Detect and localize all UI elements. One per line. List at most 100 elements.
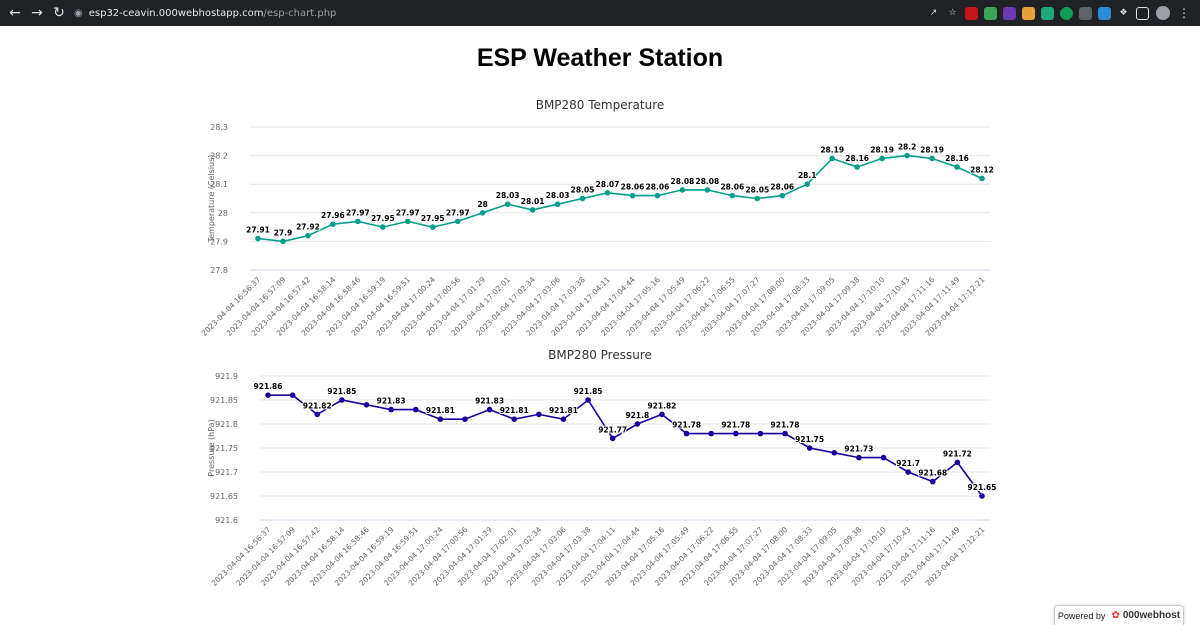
extension-icon-4[interactable] [1022,6,1035,20]
extension-icon-6[interactable] [1060,6,1073,20]
data-point[interactable] [806,445,813,451]
reload-icon[interactable]: ↻ [53,5,65,21]
data-point[interactable] [782,430,788,437]
data-point[interactable] [880,454,887,461]
powered-brand: 000webhost [1122,610,1181,621]
puzzle-icon[interactable]: ❖ [1119,8,1128,18]
data-point[interactable] [732,430,739,437]
extension-icon-7[interactable] [1079,6,1092,20]
data-point[interactable] [437,416,444,422]
data-point[interactable] [904,152,910,159]
data-label: 921.78 [771,421,800,430]
data-point[interactable] [729,192,736,199]
share-icon[interactable]: ↗ [929,8,938,18]
data-point[interactable] [504,201,511,208]
extension-icon-5[interactable] [1041,6,1054,20]
lock-icon[interactable]: ◉ [74,7,83,19]
menu-icon[interactable]: ⋮ [1178,6,1190,20]
data-point[interactable] [314,411,321,418]
data-point[interactable] [629,192,636,199]
data-label: 27.97 [396,208,420,217]
data-point[interactable] [585,397,591,403]
data-point[interactable] [255,235,261,242]
data-point[interactable] [929,155,935,162]
data-label: 28.19 [920,145,944,154]
data-label: 28.01 [521,197,545,206]
data-point[interactable] [554,201,561,208]
y-tick-label: 921.6 [215,516,238,525]
pdf-extension-icon[interactable] [965,6,978,20]
page-title: ESP Weather Station [476,44,724,72]
y-tick-label: 921.75 [210,444,238,453]
data-point[interactable] [604,189,611,196]
data-point[interactable] [708,430,714,437]
data-point[interactable] [979,175,985,182]
data-label: 921.7 [896,459,920,468]
data-point[interactable] [429,224,436,230]
extension-icon-8[interactable] [1098,6,1111,20]
data-point[interactable] [779,192,786,199]
data-point[interactable] [486,406,493,413]
arrow-right-icon[interactable]: → [31,5,43,21]
data-label: 921.82 [647,401,676,410]
data-point[interactable] [412,406,419,413]
data-point[interactable] [579,195,586,202]
data-point[interactable] [380,224,386,230]
data-point[interactable] [363,402,370,408]
avatar[interactable] [1156,6,1170,20]
data-point[interactable] [929,478,936,485]
data-point[interactable] [954,459,961,466]
data-point[interactable] [388,406,394,413]
data-point[interactable] [829,155,836,162]
powered-label: Powered by [1057,610,1106,621]
data-point[interactable] [339,397,345,403]
data-point[interactable] [265,392,271,398]
data-point[interactable] [854,164,860,170]
data-label: 28.16 [945,154,969,163]
data-point[interactable] [804,181,811,187]
browser-toolbar: ← → ↻ ◉ esp32-ceavin.000webhostapp.com/e… [0,0,1200,26]
data-point[interactable] [654,192,661,199]
data-point[interactable] [479,210,486,216]
arrow-left-icon[interactable]: ← [9,5,21,21]
data-point[interactable] [609,435,616,442]
data-point[interactable] [754,195,761,202]
data-point[interactable] [355,218,361,225]
data-point[interactable] [305,232,311,239]
data-point[interactable] [979,493,985,499]
data-label: 28.08 [671,177,695,186]
data-point[interactable] [454,218,461,225]
data-point[interactable] [704,187,711,193]
powered-by-badge[interactable]: Powered by ✿ 000webhost [1054,605,1184,625]
data-point[interactable] [905,469,911,475]
data-point[interactable] [536,411,542,418]
data-point[interactable] [330,221,336,228]
data-point[interactable] [856,454,862,461]
pressure-chart-svg: BMP280 Pressure 921.9 921.85 921.8 921.75 921… [207,348,997,588]
data-point[interactable] [683,430,690,437]
star-icon[interactable]: ☆ [948,8,957,18]
data-label: 921.81 [426,406,455,415]
data-point[interactable] [511,416,518,422]
data-label: 27.97 [446,208,470,217]
sidebar-icon[interactable] [1136,6,1149,20]
extension-icon-2[interactable] [984,6,997,20]
data-point[interactable] [560,416,567,422]
data-point[interactable] [659,411,665,418]
data-point[interactable] [757,430,764,437]
data-point[interactable] [831,450,838,456]
data-point[interactable] [634,421,641,427]
y-axis-label: Pressure (hPa) [207,419,216,476]
data-label: 921.81 [549,406,578,415]
data-point[interactable] [404,218,411,225]
address-bar[interactable]: ◉ esp32-ceavin.000webhostapp.com/esp-cha… [74,3,918,23]
data-point[interactable] [879,155,885,162]
data-point[interactable] [529,207,536,213]
data-point[interactable] [289,392,296,398]
data-point[interactable] [280,238,286,245]
data-label: 28.06 [621,183,645,192]
extension-icon-3[interactable] [1003,6,1016,20]
data-point[interactable] [462,416,468,422]
data-point[interactable] [679,187,686,193]
data-point[interactable] [954,164,960,170]
